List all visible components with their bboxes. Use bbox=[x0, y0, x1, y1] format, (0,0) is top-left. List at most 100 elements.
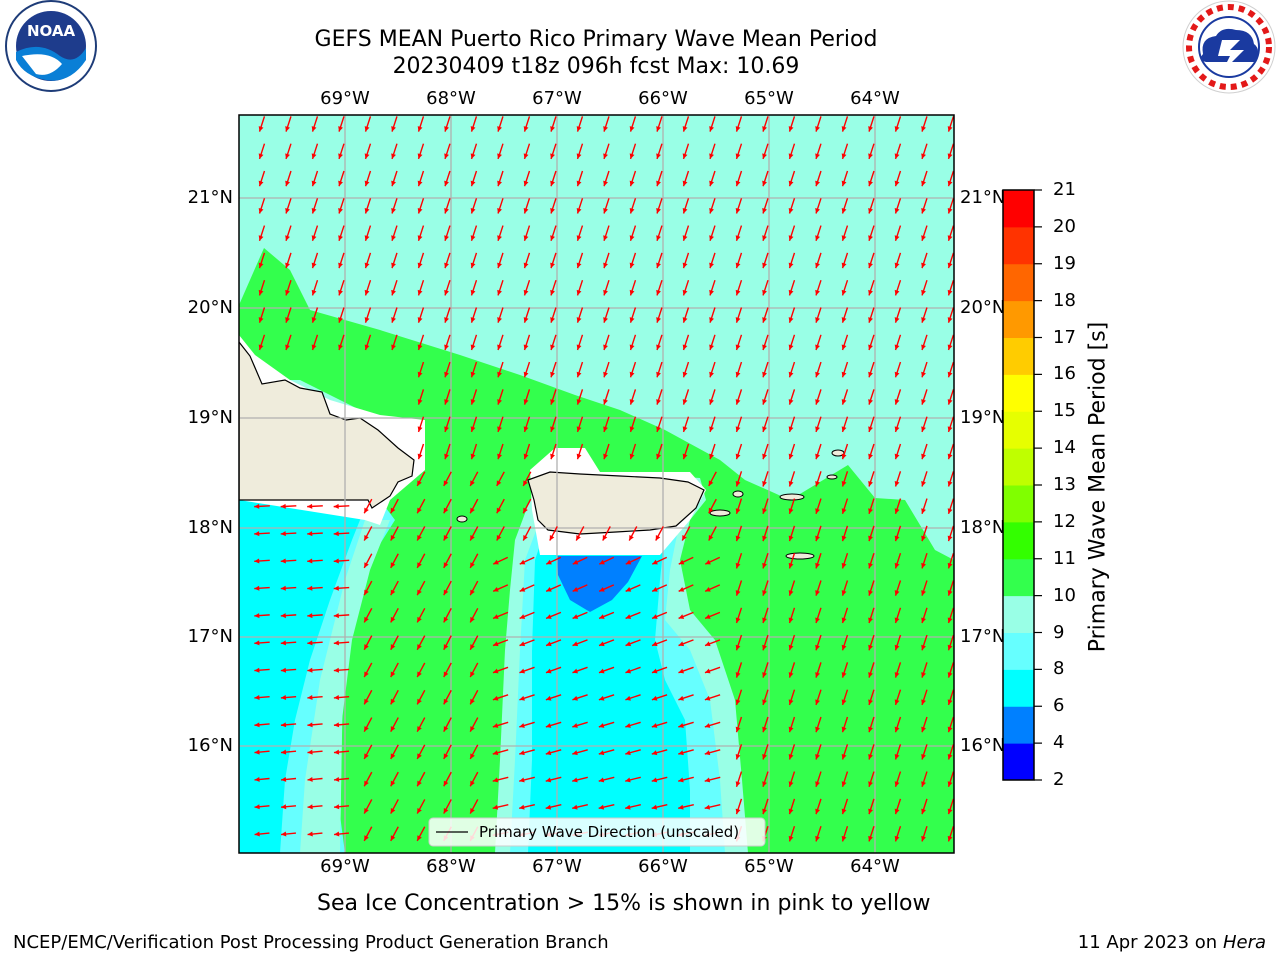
wave-arrowhead bbox=[762, 426, 767, 432]
wave-arrowhead bbox=[652, 587, 658, 592]
wave-arrowhead bbox=[704, 804, 711, 810]
wave-arrowhead bbox=[651, 695, 658, 701]
wave-arrowhead bbox=[417, 562, 422, 568]
wave-arrowhead bbox=[598, 695, 605, 701]
wave-arrowhead bbox=[629, 317, 635, 323]
wave-arrowhead bbox=[947, 126, 953, 132]
wave-arrowhead bbox=[678, 559, 685, 565]
wave-arrowhead bbox=[602, 534, 608, 541]
wave-arrowhead bbox=[921, 399, 926, 405]
wave-arrowhead bbox=[841, 153, 847, 159]
wave-arrowhead bbox=[258, 262, 264, 269]
wave-arrowhead bbox=[550, 153, 555, 159]
wave-arrowhead bbox=[815, 317, 820, 323]
footer-date-text: 11 Apr 2023 on bbox=[1077, 932, 1223, 953]
wave-arrowhead bbox=[598, 777, 605, 783]
wave-arrowhead bbox=[947, 426, 953, 432]
wave-arrowhead bbox=[735, 153, 741, 159]
wave-arrowhead bbox=[470, 262, 476, 269]
wave-arrowhead bbox=[841, 371, 847, 378]
wave-arrowhead bbox=[311, 235, 317, 241]
wave-arrowhead bbox=[841, 835, 847, 842]
wave-arrowhead bbox=[470, 671, 475, 678]
wave-arrowhead bbox=[682, 453, 688, 460]
wave-arrowhead bbox=[708, 480, 714, 486]
wave-arrowhead bbox=[815, 207, 820, 214]
wave-arrowhead bbox=[762, 726, 767, 733]
wave-arrowhead bbox=[311, 344, 317, 351]
wave-arrowhead bbox=[735, 207, 741, 214]
wave-arrowhead bbox=[735, 562, 741, 569]
colorbar-swatch bbox=[1003, 632, 1034, 670]
wave-arrowhead bbox=[947, 590, 953, 596]
wave-arrowhead bbox=[444, 317, 449, 323]
wave-arrowhead bbox=[572, 695, 578, 701]
wave-arrowhead bbox=[550, 289, 555, 296]
wave-arrowhead bbox=[572, 777, 578, 783]
graticule bbox=[239, 115, 954, 853]
lon-label-bottom: 64°W bbox=[850, 856, 900, 877]
small-island bbox=[826, 474, 838, 480]
wave-arrowhead bbox=[254, 749, 260, 755]
wave-arrowhead bbox=[921, 126, 926, 132]
wave-arrowhead bbox=[307, 667, 313, 673]
wave-arrowhead bbox=[947, 153, 953, 159]
wave-arrowhead bbox=[868, 153, 873, 159]
wave-arrowhead bbox=[762, 753, 767, 760]
wave-arrowhead bbox=[470, 698, 475, 705]
wave-arrowhead bbox=[443, 644, 449, 650]
wave-arrowhead bbox=[735, 399, 741, 405]
wave-arrowhead bbox=[652, 614, 658, 619]
wave-arrowhead bbox=[417, 289, 423, 296]
small-island bbox=[709, 509, 731, 517]
wave-arrowhead bbox=[572, 587, 579, 592]
wave-arrowhead bbox=[254, 804, 260, 810]
wave-arrowhead bbox=[921, 262, 926, 269]
wave-arrowhead bbox=[788, 453, 794, 460]
wave-arrowhead bbox=[841, 344, 847, 351]
wave-arrowhead bbox=[519, 750, 525, 756]
wave-arrowhead bbox=[815, 480, 820, 487]
wave-arrowhead bbox=[546, 587, 552, 592]
wave-arrowhead bbox=[682, 344, 688, 351]
wave-arrowhead bbox=[572, 750, 578, 756]
wave-arrowhead bbox=[390, 698, 396, 705]
wave-arrowhead bbox=[390, 644, 396, 650]
wave-arrowhead bbox=[390, 562, 396, 568]
puerto-rico-land bbox=[527, 471, 705, 535]
wave-arrowhead bbox=[704, 777, 711, 783]
wave-arrowhead bbox=[709, 344, 714, 351]
wave-arrowhead bbox=[921, 317, 926, 323]
wave-arrowhead bbox=[307, 503, 313, 509]
wave-arrowhead bbox=[788, 317, 794, 323]
wave-arrowhead bbox=[550, 426, 555, 432]
wave-arrowhead bbox=[921, 480, 926, 487]
wave-arrowhead bbox=[868, 235, 873, 241]
wave-arrowhead bbox=[762, 617, 767, 624]
wave-arrowhead bbox=[254, 722, 260, 728]
wave-arrowhead bbox=[709, 126, 714, 132]
wave-arrowhead bbox=[788, 835, 794, 842]
wave-arrowhead bbox=[307, 585, 313, 591]
wave-arrowhead bbox=[947, 508, 953, 514]
wave-arrowhead bbox=[894, 781, 900, 787]
wave-arrowhead bbox=[841, 535, 847, 542]
wave-arrowhead bbox=[572, 641, 579, 647]
wave-arrowhead bbox=[285, 317, 290, 323]
colorbar-tick-label: 6 bbox=[1053, 695, 1065, 717]
wave-arrowhead bbox=[868, 207, 873, 214]
wave-arrowhead bbox=[280, 640, 286, 646]
wave-arrowhead bbox=[815, 808, 820, 815]
wave-arrowhead bbox=[364, 262, 370, 269]
wave-arrowhead bbox=[868, 126, 873, 132]
wave-arrowhead bbox=[947, 344, 953, 351]
wave-arrowhead bbox=[788, 344, 794, 351]
wave-arrowhead bbox=[868, 399, 873, 405]
wave-arrowhead bbox=[625, 559, 632, 565]
wave-arrowhead bbox=[545, 668, 552, 674]
wave-arrowhead bbox=[390, 671, 396, 678]
wave-arrowhead bbox=[947, 535, 953, 542]
wave-arrowhead bbox=[417, 589, 422, 596]
wave-arrowhead bbox=[576, 344, 582, 351]
lat-label-left: 17°N bbox=[187, 626, 233, 647]
